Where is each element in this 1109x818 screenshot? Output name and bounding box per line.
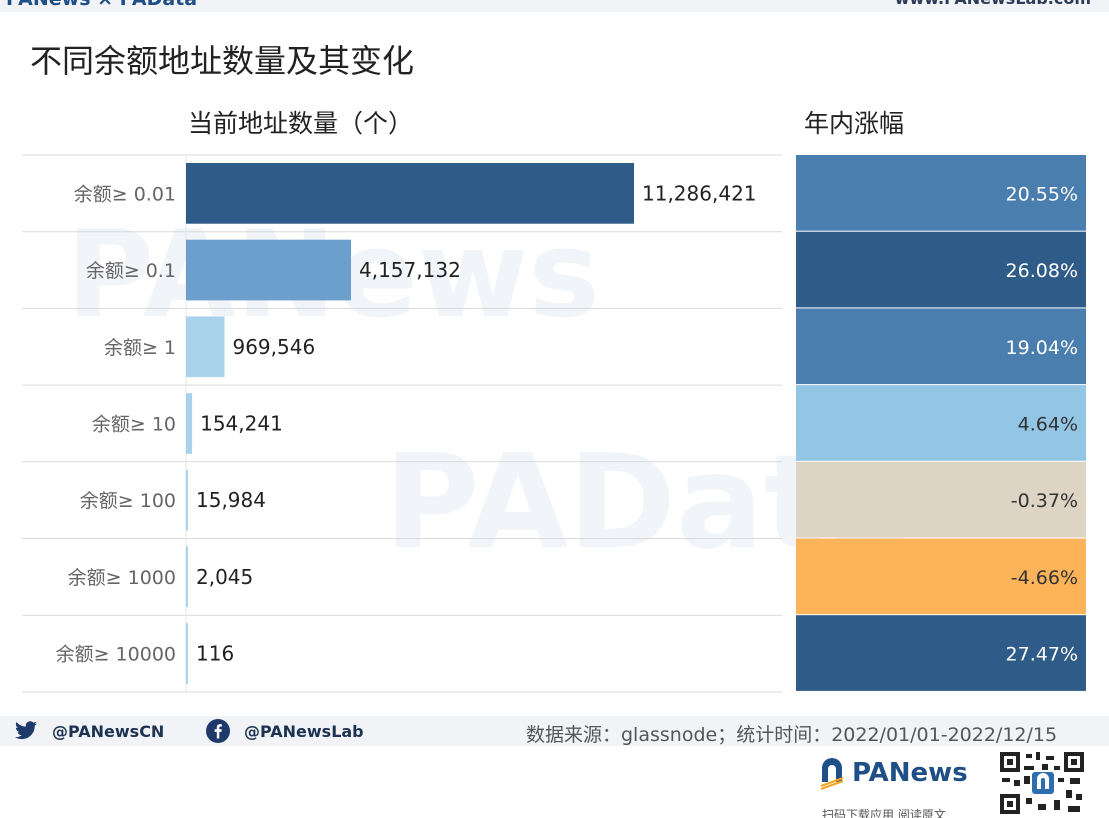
change-cell [796,385,1086,461]
column-header-count: 当前地址数量（个） [188,109,414,138]
change-cell [796,231,1086,308]
bar-value-label: 2,045 [196,565,253,589]
twitter-handle[interactable]: @PANewsCN [14,716,164,746]
bar-value-label: 969,546 [232,335,315,359]
change-cell [796,308,1086,385]
bar [186,546,188,608]
category-label: 余额≥ 10000 [56,644,176,666]
facebook-icon [206,719,230,743]
brand-header: PANews × PAData [6,0,197,10]
change-label: -4.66% [1011,567,1078,589]
change-cell [796,615,1086,691]
bar-value-label: 15,984 [196,488,266,512]
category-label: 余额≥ 0.1 [86,260,176,282]
scan-hint: 扫码下载应用 阅读原文 [822,808,946,818]
site-url: www.PANewsLab.com [895,0,1091,8]
change-label: 19.04% [1006,337,1078,359]
twitter-handle-text: @PANewsCN [52,721,165,741]
column-header-change: 年内涨幅 [804,109,905,138]
bar [186,239,352,301]
data-source: 数据来源：glassnode；统计时间：2022/01/01-2022/12/1… [526,724,1058,746]
change-cell [796,155,1086,231]
facebook-handle-text: @PANewsLab [244,721,364,741]
change-label: 26.08% [1006,260,1078,282]
footer-logo: PANews [818,756,968,790]
footer-bar [0,716,1109,746]
bar [186,316,225,378]
category-label: 余额≥ 100 [80,490,176,512]
bar-value-label: 154,241 [200,411,283,435]
twitter-icon [14,721,38,741]
bar [186,163,634,224]
bar [186,393,193,454]
change-label: 20.55% [1006,183,1078,205]
change-cell [796,461,1086,538]
qr-code-icon[interactable] [998,750,1086,816]
change-label: -0.37% [1011,490,1078,512]
change-label: 4.64% [1018,413,1078,435]
category-label: 余额≥ 10 [92,413,176,435]
facebook-handle[interactable]: @PANewsLab [206,716,364,746]
bar [186,469,188,531]
category-label: 余额≥ 1000 [68,567,176,589]
change-cell [796,538,1086,615]
top-bar [0,0,1109,12]
chart-title: 不同余额地址数量及其变化 [30,42,415,80]
category-label: 余额≥ 0.01 [74,183,176,205]
category-label: 余额≥ 1 [104,337,176,359]
bar [186,623,188,684]
change-label: 27.47% [1006,644,1078,666]
bar-value-label: 11,286,421 [642,181,757,205]
bar-value-label: 116 [196,642,234,666]
panews-logo-icon [820,758,844,790]
bar-value-label: 4,157,132 [359,258,461,282]
footer-logo-text: PANews [852,758,968,788]
